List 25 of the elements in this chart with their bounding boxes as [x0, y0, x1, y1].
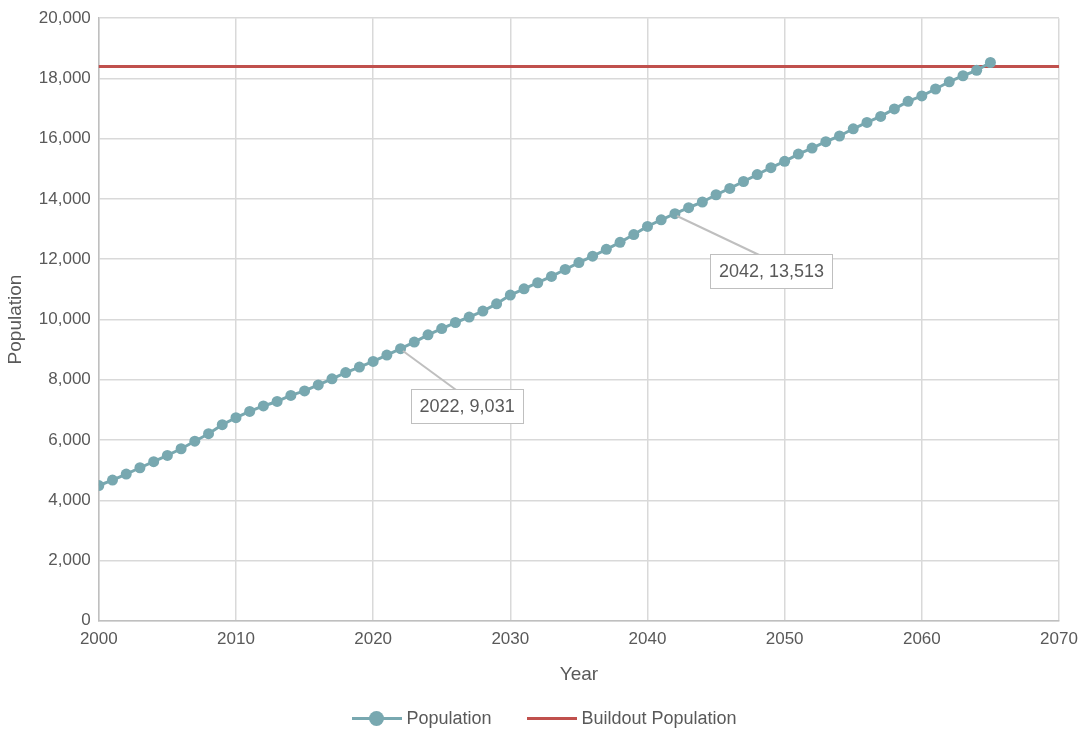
x-tick-label: 2070 [1040, 628, 1078, 648]
y-tick-label: 8,000 [48, 369, 91, 389]
x-tick-label: 2000 [79, 628, 118, 648]
x-tick-label: 2010 [217, 628, 255, 648]
annotation: 2042, 13,513 [709, 253, 834, 289]
x-tick-label: 2060 [902, 628, 941, 648]
y-tick-label: 10,000 [38, 309, 91, 329]
x-tick-label: 2020 [354, 628, 393, 648]
y-tick-label: 20,000 [38, 7, 91, 27]
y-tick-label: 12,000 [38, 248, 91, 268]
annotation: 2022, 9,031 [410, 388, 524, 424]
x-tick-label: 2030 [491, 628, 530, 648]
y-axis-title: Population [3, 274, 25, 365]
y-tick-label: 16,000 [38, 128, 91, 148]
x-tick-label: 2040 [628, 628, 667, 648]
y-tick-label: 2,000 [48, 550, 91, 570]
legend-label: Population [406, 708, 492, 729]
y-tick-label: 6,000 [48, 429, 91, 449]
y-tick-label: 18,000 [38, 68, 91, 88]
y-tick-label: 4,000 [48, 489, 91, 509]
y-tick-label: 14,000 [38, 188, 91, 208]
x-tick-label: 2050 [765, 628, 804, 648]
legend-label: Buildout Population [581, 708, 737, 729]
y-tick-label: 0 [81, 610, 91, 630]
x-axis-title: Year [559, 662, 599, 684]
